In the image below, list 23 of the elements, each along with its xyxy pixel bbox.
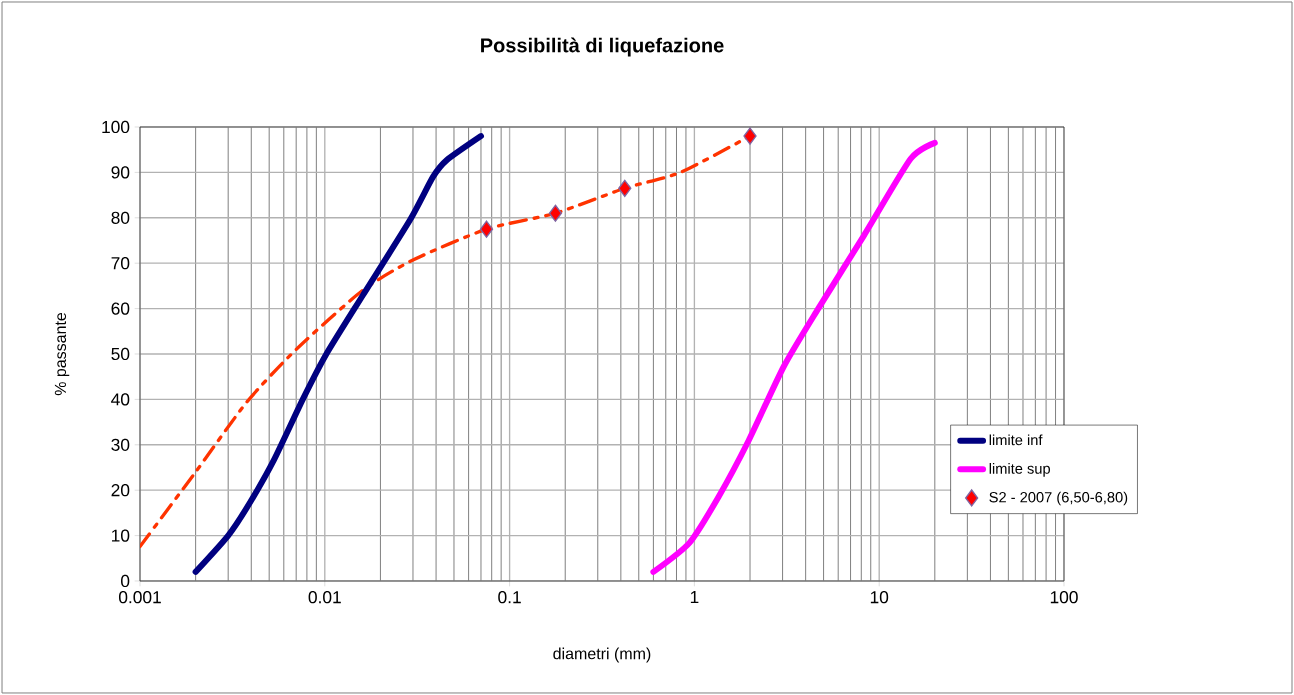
chart-title: Possibilità di liquefazione [481,37,724,57]
y-tick-label: 60 [111,302,130,315]
x-tick-label: 10 [870,591,889,604]
x-tick-label: 100 [1050,591,1078,604]
x-tick-label: 0.01 [308,591,341,604]
legend-label: limite inf [989,434,1043,446]
y-tick-label: 70 [111,257,130,270]
x-tick-label: 0.001 [118,591,161,604]
x-axis-title: diametri (mm) [553,647,651,663]
legend-label: limite sup [989,463,1050,477]
y-tick-label: 90 [111,166,130,179]
y-tick-label: 0 [121,574,130,588]
y-tick-label: 80 [111,211,130,224]
y-tick-label: 10 [112,529,130,542]
y-axis-title: % passante [54,312,70,396]
y-tick-label: 100 [102,120,130,134]
legend-label: S2 - 2007 (6,50-6,80) [989,491,1128,506]
y-tick-label: 50 [111,347,130,361]
y-tick-label: 40 [111,393,130,406]
y-tick-label: 20 [111,484,130,497]
x-tick-label: 1 [690,591,699,603]
y-tick-label: 30 [111,438,130,451]
x-tick-label: 0.1 [498,591,521,604]
